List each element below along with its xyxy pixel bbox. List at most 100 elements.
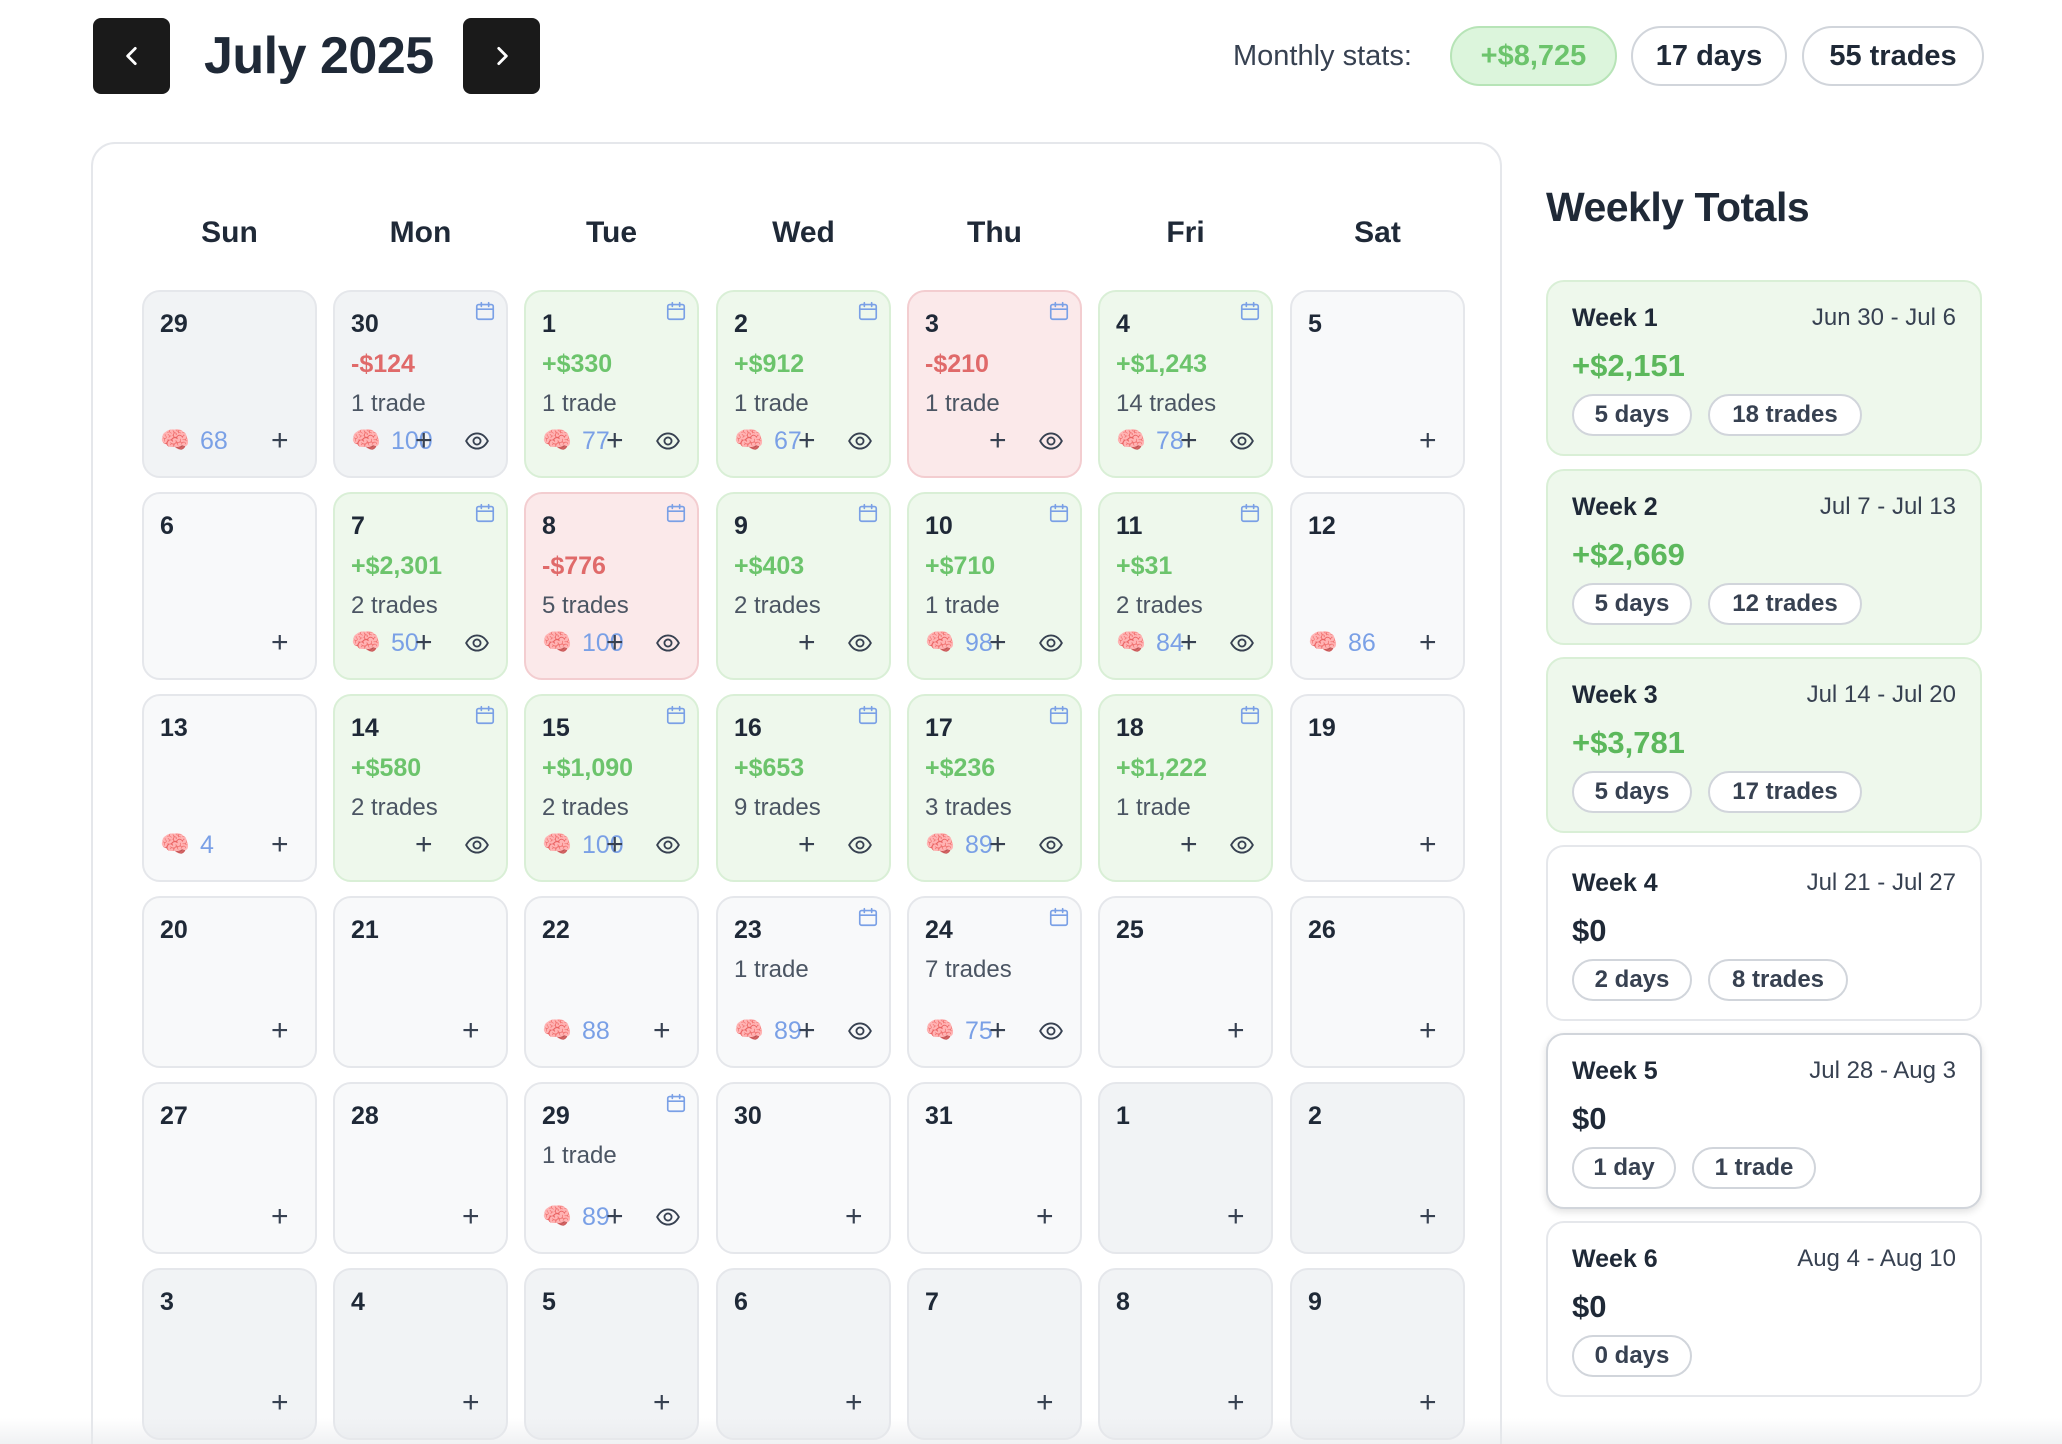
day-cell[interactable]: 21 + <box>333 896 508 1068</box>
day-cell[interactable]: 13 🧠 4 + <box>142 694 317 882</box>
add-trade-button[interactable]: + <box>271 1014 289 1047</box>
day-cell[interactable]: 3 -$210 1 trade + <box>907 290 1082 478</box>
day-cell[interactable]: 8 + <box>1098 1268 1273 1440</box>
day-cell[interactable]: 3 + <box>142 1268 317 1440</box>
eye-icon[interactable] <box>1038 1018 1064 1044</box>
day-cell[interactable]: 4 +$1,243 14 trades 🧠 78 + <box>1098 290 1273 478</box>
add-trade-button[interactable]: + <box>271 1386 289 1419</box>
calendar-icon[interactable] <box>474 704 496 726</box>
week-summary-card[interactable]: Week 5 Jul 28 - Aug 3 $0 1 day 1 trade <box>1546 1033 1982 1209</box>
add-trade-button[interactable]: + <box>653 1386 671 1419</box>
day-cell[interactable]: 14 +$580 2 trades + <box>333 694 508 882</box>
add-trade-button[interactable]: + <box>271 626 289 659</box>
day-cell[interactable]: 6 + <box>716 1268 891 1440</box>
add-trade-button[interactable]: + <box>798 424 816 457</box>
eye-icon[interactable] <box>655 1204 681 1230</box>
day-cell[interactable]: 20 + <box>142 896 317 1068</box>
add-trade-button[interactable]: + <box>845 1200 863 1233</box>
add-trade-button[interactable]: + <box>415 626 433 659</box>
add-trade-button[interactable]: + <box>1419 1386 1437 1419</box>
add-trade-button[interactable]: + <box>271 828 289 861</box>
add-trade-button[interactable]: + <box>1180 424 1198 457</box>
add-trade-button[interactable]: + <box>415 828 433 861</box>
eye-icon[interactable] <box>655 428 681 454</box>
week-summary-card[interactable]: Week 3 Jul 14 - Jul 20 +$3,781 5 days 17 tra… <box>1546 657 1982 833</box>
add-trade-button[interactable]: + <box>653 1014 671 1047</box>
calendar-icon[interactable] <box>1048 502 1070 524</box>
add-trade-button[interactable]: + <box>989 828 1007 861</box>
add-trade-button[interactable]: + <box>798 626 816 659</box>
day-cell[interactable]: 26 + <box>1290 896 1465 1068</box>
day-cell[interactable]: 31 + <box>907 1082 1082 1254</box>
add-trade-button[interactable]: + <box>606 1200 624 1233</box>
add-trade-button[interactable]: + <box>606 424 624 457</box>
day-cell[interactable]: 18 +$1,222 1 trade + <box>1098 694 1273 882</box>
add-trade-button[interactable]: + <box>1419 424 1437 457</box>
add-trade-button[interactable]: + <box>1419 828 1437 861</box>
add-trade-button[interactable]: + <box>415 424 433 457</box>
day-cell[interactable]: 16 +$653 9 trades + <box>716 694 891 882</box>
calendar-icon[interactable] <box>857 502 879 524</box>
calendar-icon[interactable] <box>1048 300 1070 322</box>
add-trade-button[interactable]: + <box>1419 626 1437 659</box>
eye-icon[interactable] <box>464 832 490 858</box>
add-trade-button[interactable]: + <box>798 828 816 861</box>
calendar-icon[interactable] <box>665 1092 687 1114</box>
week-summary-card[interactable]: Week 4 Jul 21 - Jul 27 $0 2 days 8 trades <box>1546 845 1982 1021</box>
day-cell[interactable]: 22 🧠 88 + <box>524 896 699 1068</box>
eye-icon[interactable] <box>847 630 873 656</box>
eye-icon[interactable] <box>847 428 873 454</box>
prev-month-button[interactable] <box>93 18 170 94</box>
calendar-icon[interactable] <box>1239 502 1261 524</box>
calendar-icon[interactable] <box>1239 704 1261 726</box>
eye-icon[interactable] <box>847 1018 873 1044</box>
add-trade-button[interactable]: + <box>1036 1386 1054 1419</box>
calendar-icon[interactable] <box>857 704 879 726</box>
eye-icon[interactable] <box>1229 428 1255 454</box>
add-trade-button[interactable]: + <box>606 626 624 659</box>
add-trade-button[interactable]: + <box>1036 1200 1054 1233</box>
eye-icon[interactable] <box>1229 630 1255 656</box>
add-trade-button[interactable]: + <box>1180 828 1198 861</box>
day-cell[interactable]: 1 +$330 1 trade 🧠 77 + <box>524 290 699 478</box>
calendar-icon[interactable] <box>1048 704 1070 726</box>
day-cell[interactable]: 9 +$403 2 trades + <box>716 492 891 680</box>
add-trade-button[interactable]: + <box>798 1014 816 1047</box>
day-cell[interactable]: 25 + <box>1098 896 1273 1068</box>
calendar-icon[interactable] <box>665 300 687 322</box>
eye-icon[interactable] <box>464 630 490 656</box>
eye-icon[interactable] <box>1038 428 1064 454</box>
add-trade-button[interactable]: + <box>989 1014 1007 1047</box>
day-cell[interactable]: 23 1 trade 🧠 89 + <box>716 896 891 1068</box>
calendar-icon[interactable] <box>857 300 879 322</box>
eye-icon[interactable] <box>847 832 873 858</box>
calendar-icon[interactable] <box>857 906 879 928</box>
add-trade-button[interactable]: + <box>271 424 289 457</box>
day-cell[interactable]: 19 + <box>1290 694 1465 882</box>
day-cell[interactable]: 27 + <box>142 1082 317 1254</box>
eye-icon[interactable] <box>1038 630 1064 656</box>
calendar-icon[interactable] <box>1239 300 1261 322</box>
next-month-button[interactable] <box>463 18 540 94</box>
eye-icon[interactable] <box>655 832 681 858</box>
week-summary-card[interactable]: Week 2 Jul 7 - Jul 13 +$2,669 5 days 12 trad… <box>1546 469 1982 645</box>
add-trade-button[interactable]: + <box>989 626 1007 659</box>
day-cell[interactable]: 10 +$710 1 trade 🧠 98 + <box>907 492 1082 680</box>
eye-icon[interactable] <box>1038 832 1064 858</box>
calendar-icon[interactable] <box>474 502 496 524</box>
eye-icon[interactable] <box>655 630 681 656</box>
day-cell[interactable]: 4 + <box>333 1268 508 1440</box>
day-cell[interactable]: 1 + <box>1098 1082 1273 1254</box>
add-trade-button[interactable]: + <box>606 828 624 861</box>
day-cell[interactable]: 29 1 trade 🧠 89 + <box>524 1082 699 1254</box>
add-trade-button[interactable]: + <box>1227 1386 1245 1419</box>
add-trade-button[interactable]: + <box>462 1386 480 1419</box>
add-trade-button[interactable]: + <box>1419 1200 1437 1233</box>
day-cell[interactable]: 9 + <box>1290 1268 1465 1440</box>
calendar-icon[interactable] <box>665 704 687 726</box>
day-cell[interactable]: 11 +$31 2 trades 🧠 84 + <box>1098 492 1273 680</box>
day-cell[interactable]: 30 -$124 1 trade 🧠 100 + <box>333 290 508 478</box>
add-trade-button[interactable]: + <box>271 1200 289 1233</box>
eye-icon[interactable] <box>464 428 490 454</box>
day-cell[interactable]: 5 + <box>1290 290 1465 478</box>
